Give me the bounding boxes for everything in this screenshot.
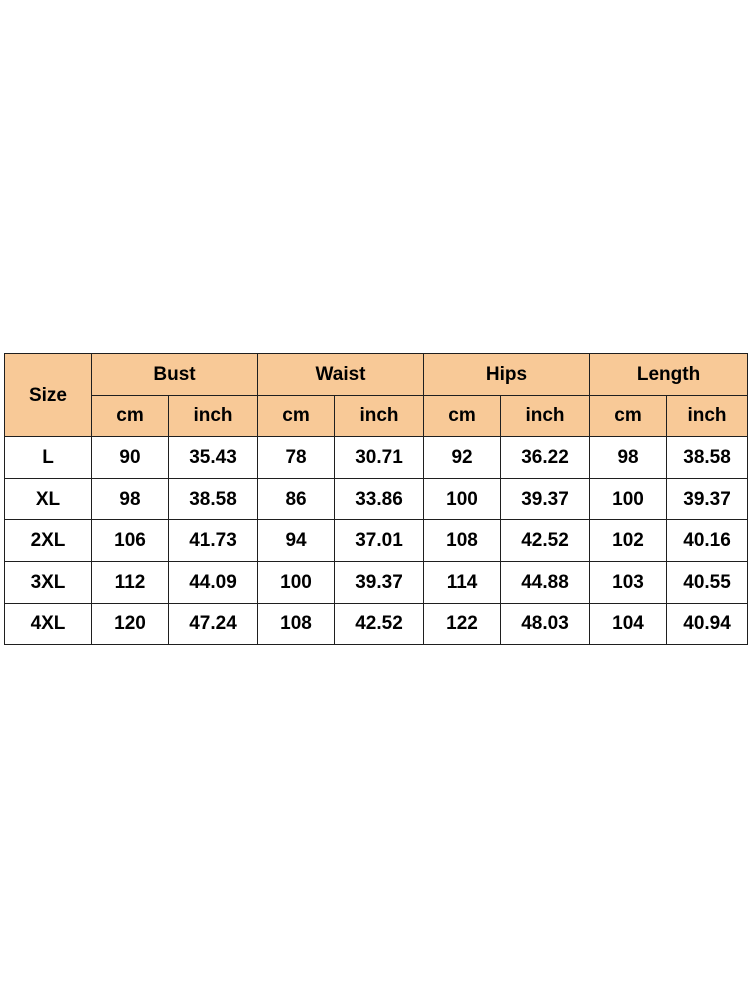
group-header-hips: Hips: [423, 353, 591, 396]
group-header-waist: Waist: [257, 353, 425, 396]
value-cell: 103: [589, 560, 668, 604]
value-cell: 39.37: [500, 477, 591, 521]
header-row-groups: Size Bust Waist Hips Length: [4, 352, 749, 438]
value-cell: 36.22: [500, 436, 591, 479]
value-cell: 42.52: [500, 519, 591, 562]
value-cell: 92: [423, 436, 502, 479]
size-cell: L: [4, 436, 92, 479]
value-cell: 90: [91, 436, 169, 479]
value-cell: 35.43: [167, 436, 259, 479]
unit-header: cm: [589, 394, 668, 438]
unit-header: inch: [500, 394, 591, 438]
value-cell: 44.09: [167, 560, 259, 604]
table-body: L 90 35.43 78 30.71 92 36.22 98 38.58 XL…: [4, 436, 749, 646]
value-cell: 108: [423, 519, 502, 562]
value-cell: 78: [257, 436, 336, 479]
value-cell: 42.52: [334, 602, 425, 646]
table-header: Size Bust Waist Hips Length cm inch cm i…: [4, 352, 749, 438]
unit-header: cm: [257, 394, 336, 438]
value-cell: 102: [589, 519, 668, 562]
size-column-header: Size: [4, 352, 92, 438]
value-cell: 37.01: [334, 519, 425, 562]
unit-header: cm: [91, 394, 169, 438]
value-cell: 41.73: [167, 519, 259, 562]
value-cell: 40.55: [666, 560, 749, 604]
group-header-bust: Bust: [90, 353, 259, 396]
value-cell: 38.58: [167, 477, 259, 521]
unit-header: cm: [423, 394, 502, 438]
table-row: 4XL 120 47.24 108 42.52 122 48.03 104 40…: [4, 602, 749, 646]
value-cell: 40.16: [666, 519, 749, 562]
size-cell: 2XL: [4, 519, 92, 562]
table-row: XL 98 38.58 86 33.86 100 39.37 100 39.37: [4, 477, 749, 521]
value-cell: 100: [257, 560, 336, 604]
value-cell: 86: [257, 477, 336, 521]
table-row: L 90 35.43 78 30.71 92 36.22 98 38.58: [4, 436, 749, 479]
table-row: 3XL 112 44.09 100 39.37 114 44.88 103 40…: [4, 560, 749, 604]
value-cell: 30.71: [334, 436, 425, 479]
size-cell: 4XL: [4, 602, 92, 646]
group-header-length: Length: [589, 353, 749, 396]
value-cell: 104: [589, 602, 668, 646]
unit-header: inch: [167, 394, 259, 438]
value-cell: 38.58: [666, 436, 749, 479]
value-cell: 112: [91, 560, 169, 604]
unit-header: inch: [334, 394, 425, 438]
value-cell: 106: [91, 519, 169, 562]
value-cell: 108: [257, 602, 336, 646]
value-cell: 40.94: [666, 602, 749, 646]
size-chart-table: Size Bust Waist Hips Length cm inch cm i…: [4, 352, 749, 646]
value-cell: 114: [423, 560, 502, 604]
value-cell: 94: [257, 519, 336, 562]
value-cell: 122: [423, 602, 502, 646]
value-cell: 48.03: [500, 602, 591, 646]
unit-header: inch: [666, 394, 749, 438]
size-cell: XL: [4, 477, 92, 521]
value-cell: 100: [589, 477, 668, 521]
value-cell: 98: [589, 436, 668, 479]
value-cell: 98: [91, 477, 169, 521]
value-cell: 100: [423, 477, 502, 521]
value-cell: 39.37: [666, 477, 749, 521]
value-cell: 47.24: [167, 602, 259, 646]
value-cell: 33.86: [334, 477, 425, 521]
table-row: 2XL 106 41.73 94 37.01 108 42.52 102 40.…: [4, 519, 749, 562]
header-row-units: cm inch cm inch cm inch cm inch: [5, 394, 749, 438]
value-cell: 39.37: [334, 560, 425, 604]
value-cell: 120: [91, 602, 169, 646]
value-cell: 44.88: [500, 560, 591, 604]
size-cell: 3XL: [4, 560, 92, 604]
